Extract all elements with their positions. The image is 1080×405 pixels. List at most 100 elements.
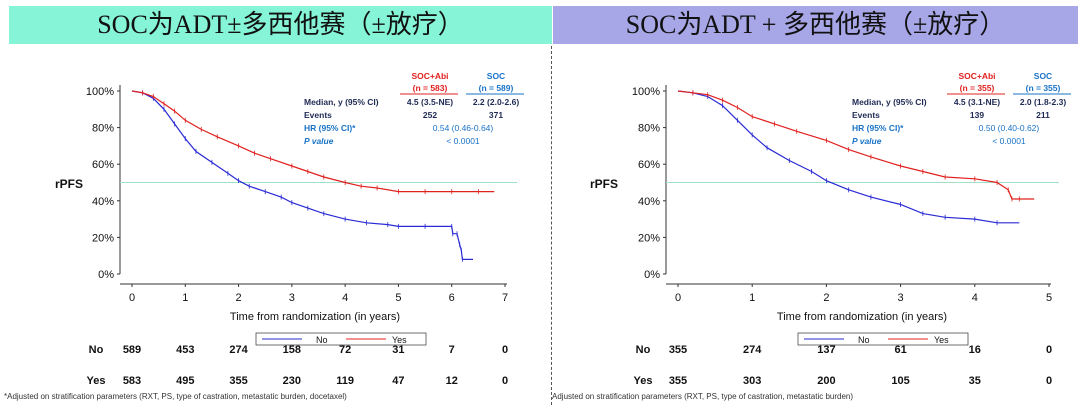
left-stats-row-label: HR (95% CI)* <box>304 123 356 133</box>
right-y-tick-label: 0% <box>644 269 660 281</box>
right-risk-count: 0 <box>1046 344 1052 356</box>
right-x-tick-label: 1 <box>749 292 755 304</box>
left-risk-count: 274 <box>229 344 248 356</box>
right-legend-no-label: No <box>858 335 870 345</box>
left-stats-row-value: 2.2 (2.0-2.6) <box>473 97 519 107</box>
right-risk-count: 303 <box>743 375 761 387</box>
right-footnote: Adjusted on stratification parameters (R… <box>552 392 853 401</box>
right-stats-row-value: 2.0 (1.8-2.3) <box>1020 97 1066 107</box>
right-x-tick-label: 3 <box>898 292 904 304</box>
right-x-tick-label: 4 <box>972 292 978 304</box>
right-risk-count: 61 <box>894 344 906 356</box>
right-legend-box <box>797 332 969 346</box>
right-x-tick-label: 5 <box>1046 292 1052 304</box>
left-x-tick-label: 7 <box>502 292 508 304</box>
left-series-yes-line <box>131 90 495 193</box>
left-risk-row-label: No <box>89 344 104 356</box>
panel-divider <box>551 46 552 405</box>
right-series-yes-line <box>677 90 1035 200</box>
left-x-tick-label: 6 <box>449 292 455 304</box>
left-y-tick-label: 60% <box>92 159 114 171</box>
right-y-tick-label: 40% <box>638 196 660 208</box>
left-panel: SOC为ADT±多西他赛（±放疗） 0% 20% 40% 60% 80% 100% 0 1 2 3… <box>4 6 552 401</box>
right-stats-row-label: Median, y (95% CI) <box>852 97 927 107</box>
right-stats-row-value: 4.5 (3.1-NE) <box>954 97 1000 107</box>
left-y-axis-label: rPFS <box>55 177 83 191</box>
left-x-tick-label: 1 <box>182 292 188 304</box>
right-y-tick-label: 80% <box>638 123 660 135</box>
right-risk-count: 137 <box>817 344 835 356</box>
left-stats-row-value: 4.5 (3.5-NE) <box>407 97 453 107</box>
left-risk-count: 453 <box>176 344 194 356</box>
left-risk-row-label: Yes <box>87 375 106 387</box>
left-stats-header-n-1: (n = 589) <box>479 83 514 93</box>
left-risk-count: 31 <box>392 344 404 356</box>
right-stats-row-label: P value <box>852 136 882 146</box>
right-risk-row-label: Yes <box>634 375 653 387</box>
right-stats-row-value: < 0.0001 <box>992 136 1026 146</box>
right-risk-count: 105 <box>891 375 909 387</box>
left-risk-count: 230 <box>283 375 301 387</box>
right-stats-row-label: Events <box>852 110 880 120</box>
left-risk-count: 355 <box>229 375 247 387</box>
left-x-tick-label: 4 <box>342 292 348 304</box>
right-y-axis-label: rPFS <box>590 177 618 191</box>
left-y-tick-label: 100% <box>86 86 114 98</box>
right-risk-count: 355 <box>669 344 687 356</box>
left-y-tick-label: 80% <box>92 123 114 135</box>
left-x-tick-label: 5 <box>395 292 401 304</box>
left-y-tick-label: 20% <box>92 232 114 244</box>
right-risk-count: 0 <box>1046 375 1052 387</box>
right-risk-count: 200 <box>817 375 835 387</box>
left-risk-count: 72 <box>339 344 351 356</box>
left-footnote: *Adjusted on stratification parameters (… <box>4 392 347 401</box>
left-risk-count: 12 <box>446 375 458 387</box>
right-stats-row-value: 139 <box>970 110 984 120</box>
right-legend-yes-label: Yes <box>934 335 949 345</box>
right-series-no-line <box>677 90 1020 224</box>
left-stats-header-1: SOC <box>487 71 505 81</box>
left-stats-row-value: < 0.0001 <box>446 136 480 146</box>
right-panel: SOC为ADT + 多西他赛（±放疗） 0% 20% 40% 60% 80% 100% 0 1… <box>552 0 1080 405</box>
right-risk-count: 274 <box>743 344 762 356</box>
left-stats-row-value: 0.54 (0.46-0.64) <box>433 123 494 133</box>
right-stats-header-1: SOC <box>1034 71 1052 81</box>
right-y-tick-label: 20% <box>638 232 660 244</box>
right-risk-count: 16 <box>969 344 981 356</box>
left-stats-row-label: P value <box>304 136 334 146</box>
right-stats-row-label: HR (95% CI)* <box>852 123 904 133</box>
left-risk-count: 47 <box>392 375 404 387</box>
left-stats-row-label: Events <box>304 110 332 120</box>
left-x-tick-label: 3 <box>289 292 295 304</box>
left-panel-title: SOC为ADT±多西他赛（±放疗） <box>9 6 552 44</box>
right-y-tick-label: 60% <box>638 159 660 171</box>
left-series-no-line <box>131 90 473 260</box>
right-stats-header-n-0: (n = 355) <box>960 83 995 93</box>
right-x-tick-label: 2 <box>823 292 829 304</box>
left-risk-count: 589 <box>123 344 141 356</box>
left-x-tick-label: 0 <box>129 292 135 304</box>
right-risk-count: 35 <box>969 375 981 387</box>
left-y-tick-label: 40% <box>92 196 114 208</box>
right-risk-count: 355 <box>669 375 687 387</box>
right-stats-header-0: SOC+Abi <box>958 71 995 81</box>
left-risk-count: 158 <box>283 344 301 356</box>
left-risk-count: 7 <box>449 344 455 356</box>
left-stats-row-label: Median, y (95% CI) <box>304 97 379 107</box>
right-km-chart: 0% 20% 40% 60% 80% 100% 0 1 2 3 4 5 rPFS Time from ra… <box>552 71 1071 401</box>
left-stats-header-0: SOC+Abi <box>411 71 448 81</box>
left-risk-count: 0 <box>502 375 508 387</box>
left-legend-no-label: No <box>316 335 328 345</box>
left-risk-count: 0 <box>502 344 508 356</box>
right-x-tick-label: 0 <box>675 292 681 304</box>
left-x-axis-label: Time from randomization (in years) <box>230 311 400 323</box>
left-stats-header-n-0: (n = 583) <box>413 83 448 93</box>
left-legend-yes-label: Yes <box>392 335 407 345</box>
left-risk-count: 495 <box>176 375 194 387</box>
left-risk-count: 583 <box>123 375 141 387</box>
right-x-axis-label: Time from randomization (in years) <box>777 311 947 323</box>
left-risk-count: 119 <box>336 375 354 387</box>
right-risk-row-label: No <box>636 344 651 356</box>
right-stats-header-n-1: (n = 355) <box>1026 83 1061 93</box>
